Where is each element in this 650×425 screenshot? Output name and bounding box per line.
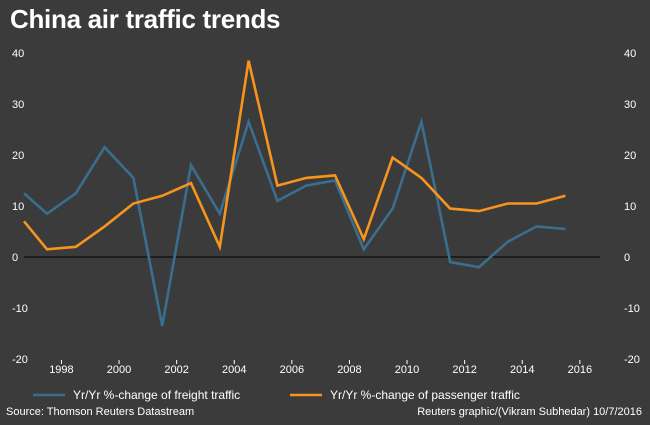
y-tick-label-left: 30 [12, 99, 24, 111]
legend-label: Yr/Yr %-change of freight traffic [73, 388, 240, 402]
source-note: Source: Thomson Reuters Datastream [6, 406, 195, 418]
x-tick-label: 2002 [164, 364, 188, 376]
y-tick-label-left: 20 [12, 150, 24, 162]
legend: Yr/Yr %-change of freight traffic Yr/Yr %… [33, 388, 520, 402]
y-tick-label-right: 20 [624, 150, 636, 162]
x-tick-label: 2012 [452, 364, 476, 376]
series-line-freight [23, 116, 566, 327]
y-axis-right: -20 -10 0 10 20 30 40 [624, 48, 640, 366]
x-tick-label: 1998 [49, 364, 73, 376]
y-tick-label-left: -10 [12, 303, 28, 315]
x-tick-label: 2016 [568, 364, 592, 376]
chart-title: China air traffic trends [10, 4, 281, 34]
y-tick-label-right: 10 [624, 201, 636, 213]
y-tick-label-right: -20 [624, 354, 640, 366]
x-tick-label: 2008 [337, 364, 361, 376]
series-group [22, 60, 566, 327]
credit-note: Reuters graphic/(Vikram Subhedar) 10/7/2… [417, 406, 642, 418]
series-line-passenger [22, 60, 566, 252]
y-tick-label-right: -10 [624, 303, 640, 315]
x-tick-label: 2000 [107, 364, 131, 376]
y-tick-label-left: -20 [12, 354, 28, 366]
x-tick-label: 2006 [280, 364, 304, 376]
legend-label: Yr/Yr %-change of passenger traffic [330, 388, 520, 402]
y-tick-label-left: 10 [12, 201, 24, 213]
y-tick-label-left: 0 [12, 252, 18, 264]
x-tick-label: 2014 [510, 364, 534, 376]
x-tick-label: 2004 [222, 364, 246, 376]
y-axis-left: -20 -10 0 10 20 30 40 [12, 48, 28, 366]
x-tick-label: 2010 [395, 364, 419, 376]
y-tick-label-left: 40 [12, 48, 24, 60]
y-tick-label-right: 40 [624, 48, 636, 60]
y-tick-label-right: 30 [624, 99, 636, 111]
x-axis: 1998 2000 2002 2004 2006 2008 2010 2012 2014 2016 [49, 360, 592, 376]
y-tick-label-right: 0 [624, 252, 630, 264]
